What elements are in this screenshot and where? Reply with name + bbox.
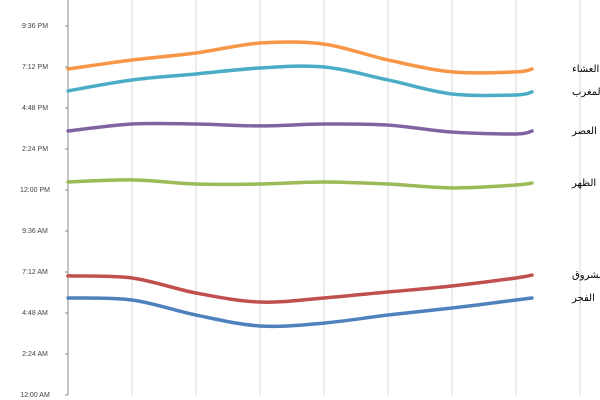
- y-tick-label: 2:24 PM: [22, 146, 48, 153]
- y-tick-label: 9:36 AM: [22, 228, 48, 235]
- y-tick-label: 4:48 AM: [22, 310, 48, 317]
- y-tick-label: 7:12 PM: [22, 64, 48, 71]
- y-tick-label: 7:12 AM: [22, 269, 48, 276]
- y-tick-label: 12:00 AM: [20, 392, 50, 399]
- legend-label: الفجر: [571, 293, 595, 304]
- y-tick-label: 9:36 PM: [22, 23, 48, 30]
- y-tick-label: 4:48 PM: [22, 105, 48, 112]
- series-line: [66, 178, 534, 190]
- legend-label: الشروق: [572, 270, 600, 281]
- legend-label: المغرب: [572, 87, 600, 98]
- series-line: [66, 121, 534, 136]
- y-tick-label: 2:24 AM: [22, 351, 48, 358]
- series-line: [66, 64, 534, 98]
- y-tick-label: 12:00 PM: [20, 187, 50, 194]
- series-line: [66, 40, 534, 75]
- series-line: [66, 273, 534, 304]
- legend-label: الظهر: [571, 178, 596, 189]
- legend-label: العصر: [571, 126, 597, 137]
- legend-label: العشاء: [572, 64, 599, 75]
- series-line: [66, 296, 534, 329]
